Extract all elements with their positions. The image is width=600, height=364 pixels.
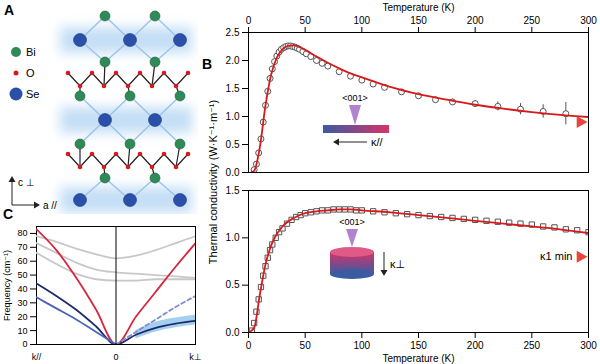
html-text:Thermal conductivity (W·K⁻¹·m⁻: Thermal conductivity (W·K⁻¹·m⁻¹) [207,99,219,265]
svg-text:Temperature (K): Temperature (K) [382,2,454,13]
svg-text:κ1 min: κ1 min [540,250,572,262]
html-text:C: C [3,206,14,222]
svg-text:70: 70 [17,242,27,252]
svg-text:1.0: 1.0 [226,111,240,122]
svg-text:1.0: 1.0 [226,232,240,243]
svg-text:2.5: 2.5 [226,27,240,38]
svg-text:k//: k// [32,352,42,362]
svg-text:κ//: κ// [371,136,384,148]
svg-text:50: 50 [17,270,27,280]
svg-text:0: 0 [113,352,118,362]
svg-text:1.5: 1.5 [226,83,240,94]
svg-text:0: 0 [22,339,27,349]
svg-text:100: 100 [353,15,370,26]
svg-text:<001>: <001> [339,217,365,227]
svg-text:Temperature (K): Temperature (K) [382,353,454,364]
svg-text:60: 60 [17,256,27,266]
svg-text:200: 200 [467,15,484,26]
html-text:A: A [4,2,15,18]
svg-text:0: 0 [246,15,252,26]
svg-text:150: 150 [410,340,427,351]
svg-text:0.0: 0.0 [226,167,240,178]
svg-text:O: O [26,67,35,79]
svg-text:100: 100 [353,340,370,351]
svg-text:200: 200 [467,340,484,351]
svg-text:0.5: 0.5 [226,279,240,290]
svg-text:300: 300 [580,15,597,26]
svg-text:250: 250 [523,15,540,26]
svg-text:0.0: 0.0 [226,327,240,338]
svg-text:0.5: 0.5 [226,139,240,150]
svg-text:Bi: Bi [26,46,36,58]
svg-text:k⊥: k⊥ [189,352,202,362]
svg-text:250: 250 [523,340,540,351]
svg-text:2.0: 2.0 [226,55,240,66]
svg-text:30: 30 [17,298,27,308]
svg-text:<001>: <001> [342,93,368,103]
svg-text:1.5: 1.5 [226,185,240,196]
svg-text:150: 150 [410,15,427,26]
html-text:B: B [202,56,213,72]
svg-text:c ⊥: c ⊥ [18,177,35,188]
svg-text:Se: Se [26,88,39,100]
svg-text:50: 50 [300,15,312,26]
svg-text:40: 40 [17,284,27,294]
svg-text:a //: a // [43,200,57,211]
svg-text:20: 20 [17,312,27,322]
svg-text:300: 300 [580,340,597,351]
svg-text:0: 0 [246,340,252,351]
svg-text:80: 80 [17,228,27,238]
svg-text:10: 10 [17,325,27,335]
svg-text:50: 50 [300,340,312,351]
svg-text:κ⊥: κ⊥ [390,258,405,270]
svg-text:Frequency (cm⁻¹): Frequency (cm⁻¹) [2,250,12,321]
